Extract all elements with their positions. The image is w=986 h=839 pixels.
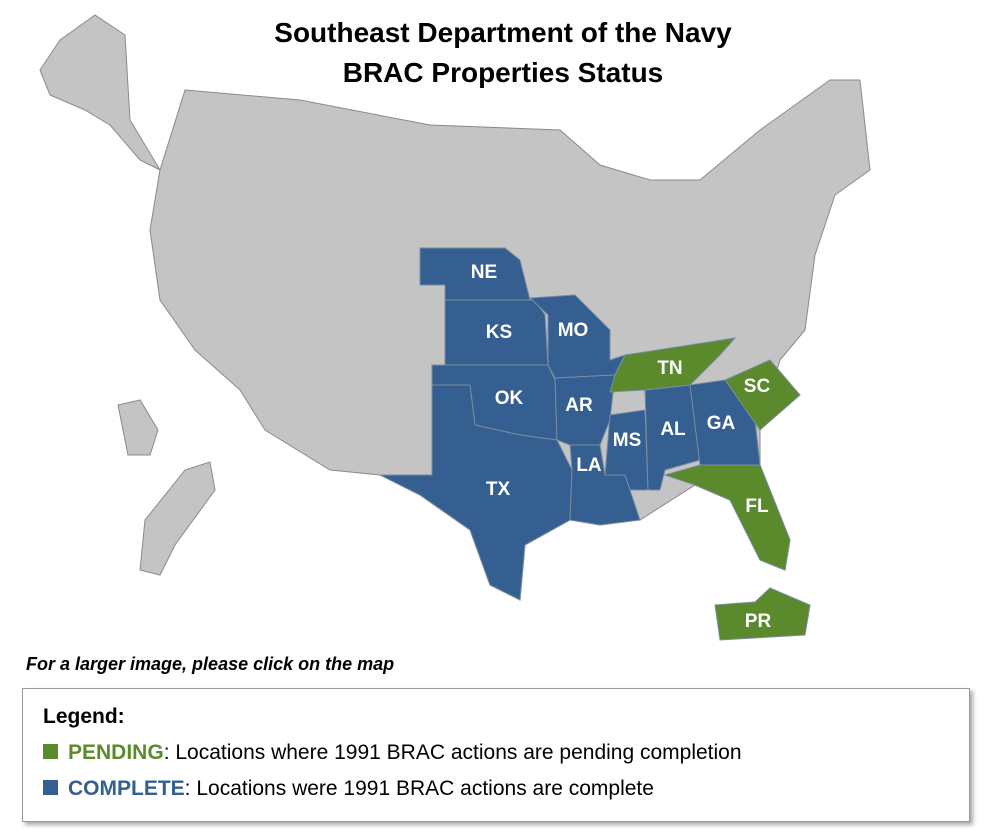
state-label: PR <box>745 611 772 632</box>
legend-text: : Locations were 1991 BRAC actions are c… <box>184 777 654 800</box>
state-label: NE <box>471 262 497 283</box>
state-label: OK <box>495 388 524 409</box>
state-shape <box>609 337 737 393</box>
state-label: KS <box>486 322 512 343</box>
legend-swatch <box>43 780 58 795</box>
legend-item: COMPLETE: Locations were 1991 BRAC actio… <box>43 777 949 801</box>
state-labels: NE KS MO OK AR TX LA MS AL GA TN SC FL P… <box>471 262 772 632</box>
legend-name: COMPLETE <box>68 777 185 800</box>
legend: Legend: PENDING: Locations where 1991 BR… <box>22 688 970 822</box>
state-shape <box>444 299 549 366</box>
state-label: TX <box>486 479 511 500</box>
legend-item: PENDING: Locations where 1991 BRAC actio… <box>43 741 949 765</box>
state-shape <box>379 384 573 601</box>
state-shape <box>724 359 801 431</box>
state-label: AL <box>660 419 686 440</box>
legend-text: : Locations where 1991 BRAC actions are … <box>163 741 742 764</box>
state-shape <box>604 409 649 491</box>
state-label: SC <box>744 376 771 397</box>
state-shape <box>689 379 761 466</box>
state-label: LA <box>576 455 602 476</box>
states <box>379 247 811 641</box>
note: For a larger image, please click on the … <box>26 654 395 674</box>
state-label: GA <box>707 413 736 434</box>
title-line: BRAC Properties Status <box>343 57 664 88</box>
map[interactable]: Southeast Department of the Navy BRAC Pr… <box>0 0 986 650</box>
state-label: TN <box>657 358 682 379</box>
title-line: Southeast Department of the Navy <box>274 17 732 48</box>
state-shape <box>663 464 791 571</box>
legend-name: PENDING <box>68 741 164 764</box>
alaska <box>39 14 162 172</box>
legend-heading: Legend: <box>43 705 125 728</box>
state-label: MO <box>558 320 589 341</box>
hawaii <box>117 399 159 456</box>
state-shape <box>714 587 811 641</box>
legend-swatch <box>43 744 58 759</box>
state-label: FL <box>745 496 769 517</box>
state-label: AR <box>565 395 593 416</box>
guam <box>139 461 216 576</box>
state-label: MS <box>613 430 642 451</box>
state-shape <box>569 444 641 526</box>
